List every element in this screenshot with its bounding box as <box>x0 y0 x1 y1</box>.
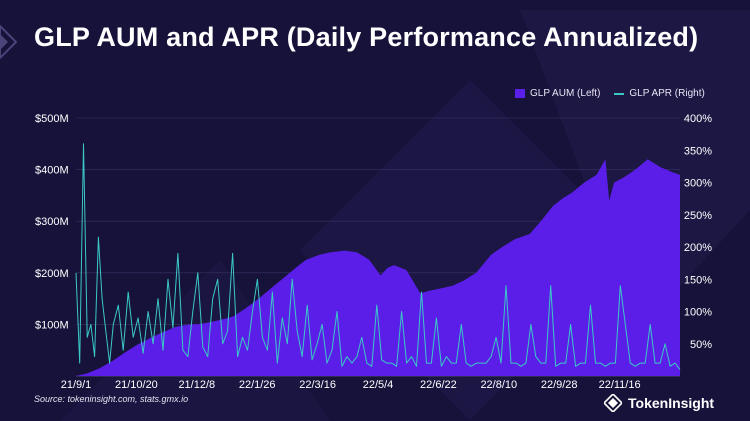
y-right-tick-label: 100% <box>684 307 712 319</box>
y-right-tick-label: 250% <box>684 210 712 222</box>
legend-swatch-aum <box>515 89 525 98</box>
y-right-tick-label: 400% <box>684 113 712 125</box>
legend-item-aum: GLP AUM (Left) <box>515 88 600 99</box>
tokeninsight-logo-icon <box>604 394 622 412</box>
y-right-tick-label: 150% <box>684 274 712 286</box>
source-note: Source: tokeninsight.com, stats.gmx.io <box>34 394 189 404</box>
corner-logo-mark <box>0 24 18 60</box>
x-tick-label: 21/12/8 <box>178 379 215 391</box>
x-tick-label: 21/9/1 <box>61 379 92 391</box>
x-tick-label: 22/5/4 <box>363 379 394 391</box>
page-title: GLP AUM and APR (Daily Performance Annua… <box>34 22 699 52</box>
chart-legend: GLP AUM (Left) GLP APR (Right) <box>515 88 705 99</box>
y-right-tick-label: 300% <box>684 178 712 190</box>
x-tick-label: 22/3/16 <box>299 379 336 391</box>
aum-area-series <box>76 159 680 376</box>
legend-label-aum: GLP AUM (Left) <box>530 88 601 99</box>
x-tick-label: 21/10/20 <box>115 379 158 391</box>
y-left-tick-label: $100M <box>35 319 69 331</box>
y-left-tick-label: $400M <box>35 165 69 177</box>
apr-line-series <box>75 143 681 370</box>
x-tick-label: 22/1/26 <box>239 379 276 391</box>
y-left-tick-label: $500M <box>35 113 69 125</box>
y-left-tick-label: $200M <box>35 268 69 280</box>
x-tick-label: 22/8/10 <box>480 379 517 391</box>
y-left-tick-label: $300M <box>35 216 69 228</box>
y-right-tick-label: 350% <box>684 145 712 157</box>
y-right-tick-label: 200% <box>684 242 712 254</box>
legend-item-apr: GLP APR (Right) <box>614 88 705 99</box>
brand-name: TokenInsight <box>628 395 715 411</box>
legend-swatch-apr <box>614 92 625 95</box>
brand-logo: TokenInsight <box>604 394 714 412</box>
x-tick-label: 22/9/28 <box>541 379 578 391</box>
y-right-tick-label: 50% <box>690 339 712 351</box>
x-tick-label: 22/11/16 <box>599 379 641 391</box>
x-tick-label: 22/6/22 <box>420 379 457 391</box>
legend-label-apr: GLP APR (Right) <box>629 88 705 99</box>
